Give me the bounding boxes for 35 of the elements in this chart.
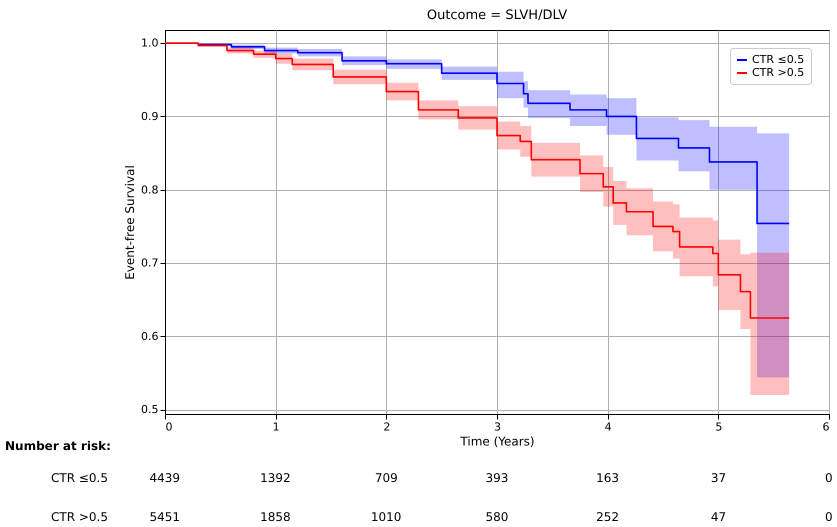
x-tick-label: 2 [383,420,390,434]
text: 1010 [370,510,402,524]
y-tick-label: 0.8 [141,183,158,196]
text: 0 [825,510,833,524]
x-tick-label: 5 [715,420,722,434]
text: 252 [596,510,620,524]
text: 580 [486,510,508,524]
text: CTR ≤0.5 [51,471,108,485]
text: 1858 [260,510,291,524]
legend-label: CTR ≤0.5 [752,53,804,66]
text: 5451 [150,510,180,524]
x-tick-label: 6 [822,420,830,434]
y-tick-label: 1.0 [141,36,158,50]
text: 4439 [150,471,180,485]
y-tick-label: 0.5 [141,403,158,416]
text: Number at risk: [5,439,111,453]
text: CTR >0.5 [51,510,108,524]
text: 709 [374,471,398,485]
legend-label: CTR >0.5 [752,66,804,79]
x-axis-title: Time (Years) [459,434,535,448]
chart-title: Outcome = SLVH/DLV [426,8,568,23]
y-tick-label: 0.7 [141,256,158,270]
text: 393 [486,471,508,485]
x-tick-label: 1 [272,420,280,434]
text: 1392 [260,471,291,485]
y-tick-label: 0.6 [141,330,158,343]
text: 163 [596,471,620,485]
y-axis-title: Event-free Survival [123,165,138,280]
x-tick-label: 3 [494,420,501,434]
text: 37 [710,471,726,485]
text: 47 [710,510,726,524]
x-tick-label: 0 [166,420,172,434]
text: 0 [825,471,833,485]
x-tick-label: 4 [604,420,612,434]
y-tick-label: 0.9 [141,110,158,123]
